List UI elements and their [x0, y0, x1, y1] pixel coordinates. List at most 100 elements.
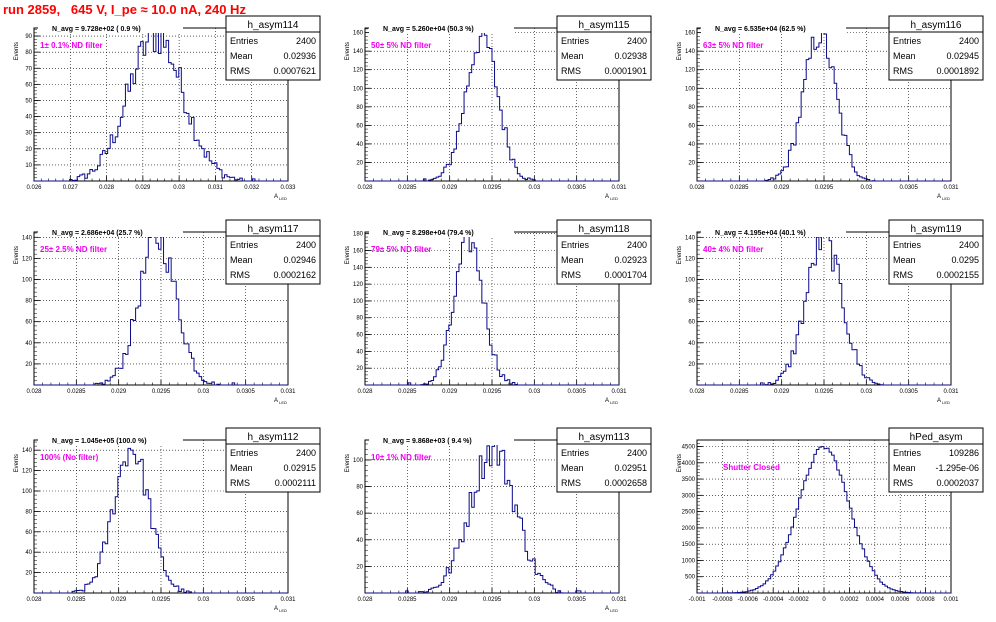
- histogram-line: [365, 231, 619, 386]
- navg-label: N_avg = 5.260e+04 (50.3 %): [383, 26, 474, 33]
- stats-value: 2400: [627, 240, 647, 250]
- filter-annotation: 40± 4% ND filter: [703, 245, 763, 254]
- y-tick-label: 100: [22, 277, 33, 283]
- stats-label: Mean: [230, 463, 253, 473]
- x-tick-label: -0.0008: [712, 597, 733, 603]
- stats-title: h_asym119: [911, 224, 962, 235]
- x-tick-label: 0.0285: [67, 597, 86, 603]
- stats-label: Entries: [893, 240, 922, 250]
- y-tick-label: 120: [353, 68, 364, 74]
- stats-label: Entries: [893, 36, 922, 46]
- stats-label: RMS: [230, 66, 250, 76]
- stats-box: hPed_asym Entries 109286 Mean -1.295e-06 RMS 0…: [888, 427, 984, 493]
- y-tick-label: 3000: [682, 493, 696, 499]
- x-axis-title-base: A: [274, 398, 278, 404]
- stats-label: RMS: [893, 478, 913, 488]
- x-tick-label: 0.029: [111, 597, 127, 603]
- stats-label: RMS: [561, 270, 581, 280]
- histogram-panel-h_asym114: 0.026 0.027 0.028 0.029 0.03 0.031 0.032 0.033 1…: [14, 15, 321, 201]
- x-tick-label: 0.0285: [398, 597, 417, 603]
- y-tick-label: 80: [688, 105, 695, 111]
- filter-annotation: 10± 1% ND filter: [371, 453, 431, 462]
- y-tick-label: 120: [353, 282, 364, 288]
- y-tick-label: 1500: [682, 542, 696, 548]
- x-axis-title: A LED: [605, 606, 618, 613]
- stats-label: Entries: [561, 36, 590, 46]
- stats-value: 0.0295: [951, 255, 979, 265]
- stats-label: Mean: [893, 463, 916, 473]
- y-tick-label: 60: [688, 320, 695, 326]
- y-tick-label: 60: [25, 82, 32, 88]
- y-tick-label: 30: [25, 131, 32, 137]
- histogram-panel-h_asym112: 0.028 0.0285 0.029 0.0295 0.03 0.0305 0.031 20 4…: [14, 427, 321, 613]
- y-tick-label: 80: [356, 105, 363, 111]
- stats-value: 2400: [296, 240, 316, 250]
- x-axis-title-sub: LED: [278, 608, 287, 613]
- x-tick-label: 0.0004: [866, 597, 885, 603]
- y-tick-label: 140: [353, 49, 364, 55]
- x-tick-label: 0.029: [774, 389, 790, 395]
- filter-annotation: Shutter Closed: [723, 463, 780, 472]
- x-tick-label: -0.0004: [763, 597, 784, 603]
- stats-label: RMS: [561, 66, 581, 76]
- histogram-line: [34, 231, 288, 386]
- stats-label: Mean: [893, 51, 916, 61]
- y-tick-label: 40: [356, 538, 363, 544]
- stats-label: Mean: [230, 51, 253, 61]
- stats-box: h_asym118 Entries 2400 Mean 0.02923 RMS 0.0001…: [556, 219, 652, 285]
- stats-frame: [556, 427, 652, 493]
- stats-label: RMS: [893, 66, 913, 76]
- x-axis-title-sub: LED: [278, 400, 287, 405]
- x-tick-label: 0.032: [244, 185, 260, 191]
- stats-value: 0.0002162: [273, 270, 316, 280]
- x-tick-label: -0.0002: [788, 597, 809, 603]
- navg-label: N_avg = 2.686e+04 (25.7 %): [52, 230, 143, 237]
- stats-label: Mean: [561, 463, 584, 473]
- stats-frame: [556, 15, 652, 81]
- x-tick-label: 0.028: [689, 185, 705, 191]
- histogram-panel-h_asym118: 0.028 0.0285 0.029 0.0295 0.03 0.0305 0.031 20 4…: [345, 219, 652, 405]
- y-tick-label: 20: [356, 160, 363, 166]
- stats-value: 0.0002658: [604, 478, 647, 488]
- x-tick-label: 0.03: [197, 597, 209, 603]
- y-axis-title: Events: [14, 454, 20, 472]
- histogram-line: [365, 440, 619, 594]
- y-tick-label: 100: [353, 299, 364, 305]
- stats-value: 0.02915: [283, 463, 316, 473]
- stats-value: 0.0002155: [936, 270, 979, 280]
- x-tick-label: 0.0295: [152, 597, 171, 603]
- filter-annotation: 79± 5% ND filter: [371, 245, 431, 254]
- stats-title: h_asym112: [248, 432, 299, 443]
- y-tick-label: 70: [25, 66, 32, 72]
- x-axis-title: A LED: [274, 398, 287, 405]
- y-axis-title: Events: [677, 42, 683, 60]
- x-tick-label: 0.0305: [567, 597, 586, 603]
- x-axis-title-base: A: [937, 194, 941, 200]
- stats-value: 2400: [627, 448, 647, 458]
- y-axis-title: Events: [345, 454, 351, 472]
- x-tick-label: 0.029: [442, 185, 458, 191]
- x-axis-title-sub: LED: [941, 400, 950, 405]
- x-axis-title-sub: LED: [609, 196, 618, 201]
- x-tick-label: 0.0295: [483, 185, 502, 191]
- stats-value: 0.0002111: [275, 478, 316, 488]
- x-tick-label: 0.03: [173, 185, 185, 191]
- x-tick-label: 0.0006: [891, 597, 910, 603]
- stats-value: 0.02936: [283, 51, 316, 61]
- x-tick-label: 0.031: [280, 597, 296, 603]
- stats-value: 2400: [296, 448, 316, 458]
- x-tick-label: 0.001: [943, 597, 959, 603]
- x-axis-title-base: A: [605, 606, 609, 612]
- y-tick-label: 40: [25, 341, 32, 347]
- histogram-line: [34, 447, 288, 594]
- stats-frame: [888, 219, 984, 285]
- x-axis-title: A LED: [274, 194, 287, 201]
- y-tick-label: 40: [25, 550, 32, 556]
- y-tick-label: 40: [688, 341, 695, 347]
- x-tick-label: 0.029: [774, 185, 790, 191]
- x-tick-label: 0.029: [111, 389, 127, 395]
- y-tick-label: 100: [353, 458, 364, 464]
- y-tick-label: 20: [688, 362, 695, 368]
- x-axis-title-sub: LED: [278, 196, 287, 201]
- filter-annotation: 50± 5% ND filter: [371, 41, 431, 50]
